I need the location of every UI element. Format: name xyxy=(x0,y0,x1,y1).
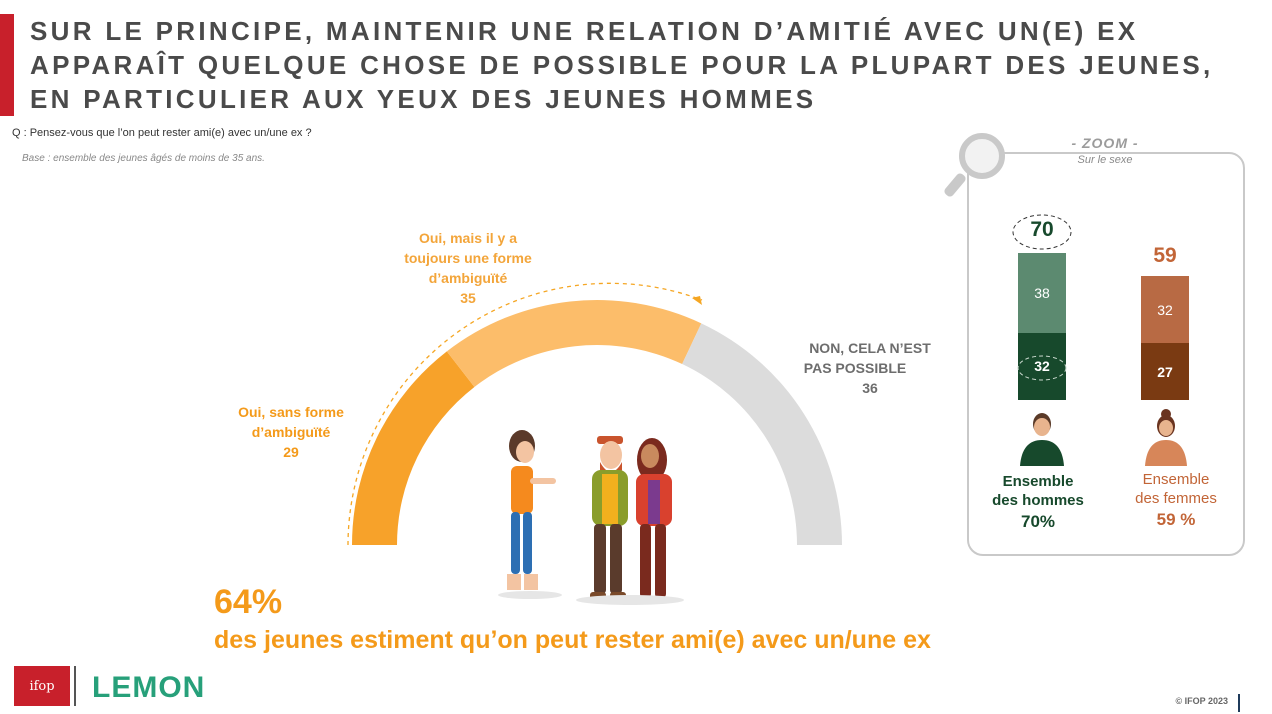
logo-divider xyxy=(74,666,76,706)
gauge-arcs xyxy=(352,300,842,545)
zoom-subtitle: Sur le sexe xyxy=(1077,154,1133,166)
people-illustration xyxy=(498,430,684,605)
man-avatar-icon xyxy=(1020,413,1064,466)
gauge-segment-2 xyxy=(446,300,702,387)
footer-copyright: © IFOP 2023 xyxy=(1175,696,1229,706)
group-men-label: Ensemble des hommes 70% xyxy=(992,473,1084,531)
base-text: Base : ensemble des jeunes âgés de moins… xyxy=(22,153,265,164)
group-women-label: Ensemble des femmes 59 % xyxy=(1135,471,1217,529)
label-yes-no-ambiguity: Oui, sans forme d’ambiguïté 29 xyxy=(238,404,344,460)
question-text: Q : Pensez-vous que l’on peut rester ami… xyxy=(12,127,312,139)
title-line-2: APPARAÎT QUELQUE CHOSE DE POSSIBLE POUR … xyxy=(30,50,1214,80)
ifop-logo: ifop xyxy=(14,666,70,706)
gauge-segment-3 xyxy=(682,323,842,545)
total-women: 59 xyxy=(1153,244,1177,267)
headline-text: des jeunes estiment qu’on peut rester am… xyxy=(214,626,931,654)
label-yes-with-ambiguity: Oui, mais il y a toujours une forme d’am… xyxy=(404,230,532,306)
gauge-arrow-head xyxy=(692,296,702,305)
total-men: 70 xyxy=(1030,218,1054,241)
gauge-dashed-arc xyxy=(347,282,703,546)
footer-accent-bar xyxy=(1238,694,1240,712)
bar-men-segment-top: 38 xyxy=(1018,253,1066,333)
gauge-segment-1 xyxy=(352,351,475,545)
title-line-3: EN PARTICULIER AUX YEUX DES JEUNES HOMME… xyxy=(30,84,817,114)
zoom-panel xyxy=(967,152,1245,556)
woman-avatar-icon xyxy=(1145,409,1187,466)
zoom-title: - ZOOM - xyxy=(1062,135,1148,151)
label-no-not-possible: NON, CELA N’EST PAS POSSIBLE 36 xyxy=(803,340,931,396)
title-accent-bar xyxy=(0,14,14,116)
total-men-dashed-ring xyxy=(1012,214,1072,250)
headline-percent: 64% xyxy=(214,583,283,621)
lemon-logo: LEMON xyxy=(92,671,206,704)
bar-women-segment-bottom: 27 xyxy=(1141,343,1189,400)
magnifier-icon xyxy=(944,133,1005,197)
bar-women-segment-top: 32 xyxy=(1141,276,1189,344)
title-line-1: SUR LE PRINCIPE, MAINTENIR UNE RELATION … xyxy=(30,16,1139,46)
men-bottom-dashed-ring xyxy=(1017,355,1067,381)
bar-men-segment-bottom: 32 xyxy=(1018,332,1066,400)
